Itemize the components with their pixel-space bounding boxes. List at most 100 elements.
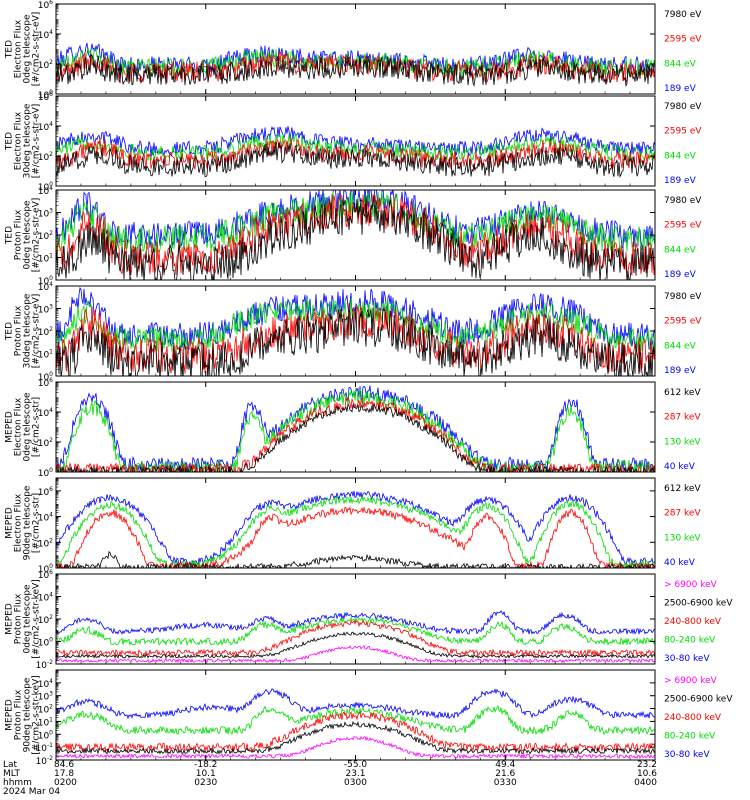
y-tick-label: 100	[38, 467, 53, 479]
y-axis-label-line: MEPED	[5, 699, 15, 731]
footer-hhmm-value: 0400	[634, 778, 657, 788]
legend-entry: 7980 eV	[664, 10, 702, 20]
series-line-red	[56, 506, 655, 568]
y-axis-label-line: [#/cm2-s-str-eV]	[32, 104, 42, 179]
legend-entry: 844 eV	[664, 59, 697, 69]
series-line-blue	[56, 286, 655, 350]
legend: 612 keV 287 keV 130 keV 40 keV	[664, 484, 701, 568]
legend-entry: 612 keV	[664, 484, 701, 494]
y-axis-label-line: [#/cm2-s-str-keV]	[32, 579, 42, 658]
y-axis-label: MEPEDElectron Flux90deg telescope[#/cm2-…	[5, 485, 42, 560]
legend: 7980 eV 2595 eV 844 eV 189 eV	[664, 10, 702, 94]
footer-mlt-value: 21.6	[495, 769, 515, 779]
legend-entry: 40 keV	[664, 558, 696, 568]
y-axis-label-line: TED	[5, 132, 15, 151]
series-line-black	[56, 54, 655, 87]
legend-entry: 30-80 keV	[664, 654, 710, 664]
y-axis-label-line: Proton Flux	[14, 305, 24, 356]
panel-frame	[55, 3, 656, 95]
legend-entry: 287 keV	[664, 413, 701, 423]
y-axis-label-line: [#/cm2-s-str-eV]	[32, 12, 42, 87]
footer-lat-value: -55.0	[344, 760, 368, 770]
y-axis-label: TEDElectron Flux0deg telescope[#/cm2-s-s…	[5, 12, 42, 87]
legend: > 6900 keV 2500-6900 keV 240-800 keV 80-240…	[664, 676, 733, 760]
legend-entry: 287 keV	[664, 509, 701, 519]
y-axis-label: MEPEDProton Flux0deg telescope[#/cm2-s-s…	[5, 579, 42, 658]
series-line-green	[56, 704, 655, 736]
series-group	[56, 490, 655, 568]
series-line-red	[56, 396, 655, 472]
y-axis-label-line: TED	[5, 322, 15, 341]
footer-hhmm-value: 0200	[54, 778, 77, 788]
legend: 7980 eV 2595 eV 844 eV 189 eV	[664, 292, 702, 376]
legend-entry: 7980 eV	[664, 102, 702, 112]
series-line-blue	[56, 190, 655, 250]
y-axis-label-line: [#/cm2-s-str-keV]	[32, 675, 42, 754]
y-tick-label: 106	[38, 0, 53, 11]
footer-row-label: hhmm	[3, 778, 32, 788]
y-axis-label-line: Electron Flux	[14, 19, 24, 78]
y-axis-label-line: Proton Flux	[14, 593, 24, 644]
series-line-green	[56, 495, 655, 568]
legend-entry: 189 eV	[664, 84, 697, 94]
y-tick-label: 106	[38, 569, 53, 581]
y-tick-label: 10-2	[36, 755, 54, 767]
series-line-black	[56, 141, 655, 178]
y-axis-label-line: 0deg telescope	[23, 14, 33, 84]
y-axis-label-line: 30deg telescope	[23, 293, 33, 368]
series-group	[56, 190, 655, 280]
legend-entry: > 6900 keV	[664, 580, 718, 590]
legend-entry: 2500-6900 keV	[664, 695, 733, 705]
series-line-green	[56, 133, 655, 162]
y-axis-label: MEPEDElectron Flux0deg telescope[#/cm2-s…	[5, 392, 42, 462]
y-axis-label-line: Electron Flux	[14, 493, 24, 552]
series-line-blue	[56, 688, 655, 720]
series-line-black	[56, 306, 655, 376]
footer-hhmm-value: 0330	[494, 778, 517, 788]
series-line-red	[56, 710, 655, 753]
legend: 7980 eV 2595 eV 844 eV 189 eV	[664, 196, 702, 280]
footer-row-label: 2024 Mar 04	[3, 787, 60, 797]
legend-entry: 130 keV	[664, 533, 701, 543]
legend: 7980 eV 2595 eV 844 eV 189 eV	[664, 102, 702, 186]
legend-entry: 80-240 keV	[664, 732, 716, 742]
y-axis-label-line: 0deg telescope	[23, 392, 33, 462]
legend-entry: 40 keV	[664, 462, 696, 472]
y-axis-label: MEPEDProton Flux90deg telescope[#/cm2-s-…	[5, 675, 42, 754]
y-tick-label: 104	[38, 185, 53, 197]
footer-mlt-value: 10.1	[196, 769, 216, 779]
y-tick-label: 106	[38, 377, 53, 389]
series-group	[56, 385, 655, 472]
legend-entry: 2500-6900 keV	[664, 599, 733, 609]
y-axis-label-line: Electron Flux	[14, 397, 24, 456]
legend-entry: 844 eV	[664, 341, 697, 351]
legend-entry: 2595 eV	[664, 35, 702, 45]
legend-entry: 30-80 keV	[664, 750, 710, 760]
series-line-black	[56, 720, 655, 756]
series-line-red	[56, 619, 655, 657]
legend-entry: 130 keV	[664, 437, 701, 447]
series-group	[56, 688, 655, 760]
legend: > 6900 keV 2500-6900 keV 240-800 keV 80-240…	[664, 580, 733, 664]
y-axis-label: TEDProton Flux30deg telescope[#/cm2-s-st…	[5, 293, 42, 368]
series-line-magenta	[56, 735, 655, 760]
series-line-red	[56, 52, 655, 84]
y-tick-label: 106	[38, 91, 53, 103]
series-group	[56, 286, 655, 376]
y-axis-label-line: Proton Flux	[14, 209, 24, 260]
footer-hhmm-value: 0230	[194, 778, 217, 788]
y-tick-label: 104	[38, 281, 53, 293]
footer-lat-value: 23.2	[637, 760, 657, 770]
y-axis-label-line: 90deg telescope	[23, 677, 33, 752]
y-axis-label-line: MEPED	[5, 603, 15, 635]
legend-entry: 612 keV	[664, 388, 701, 398]
series-group	[56, 42, 655, 87]
legend-entry: 2595 eV	[664, 221, 702, 231]
y-axis-label-line: [#/cm2-s-str-eV]	[32, 198, 42, 273]
